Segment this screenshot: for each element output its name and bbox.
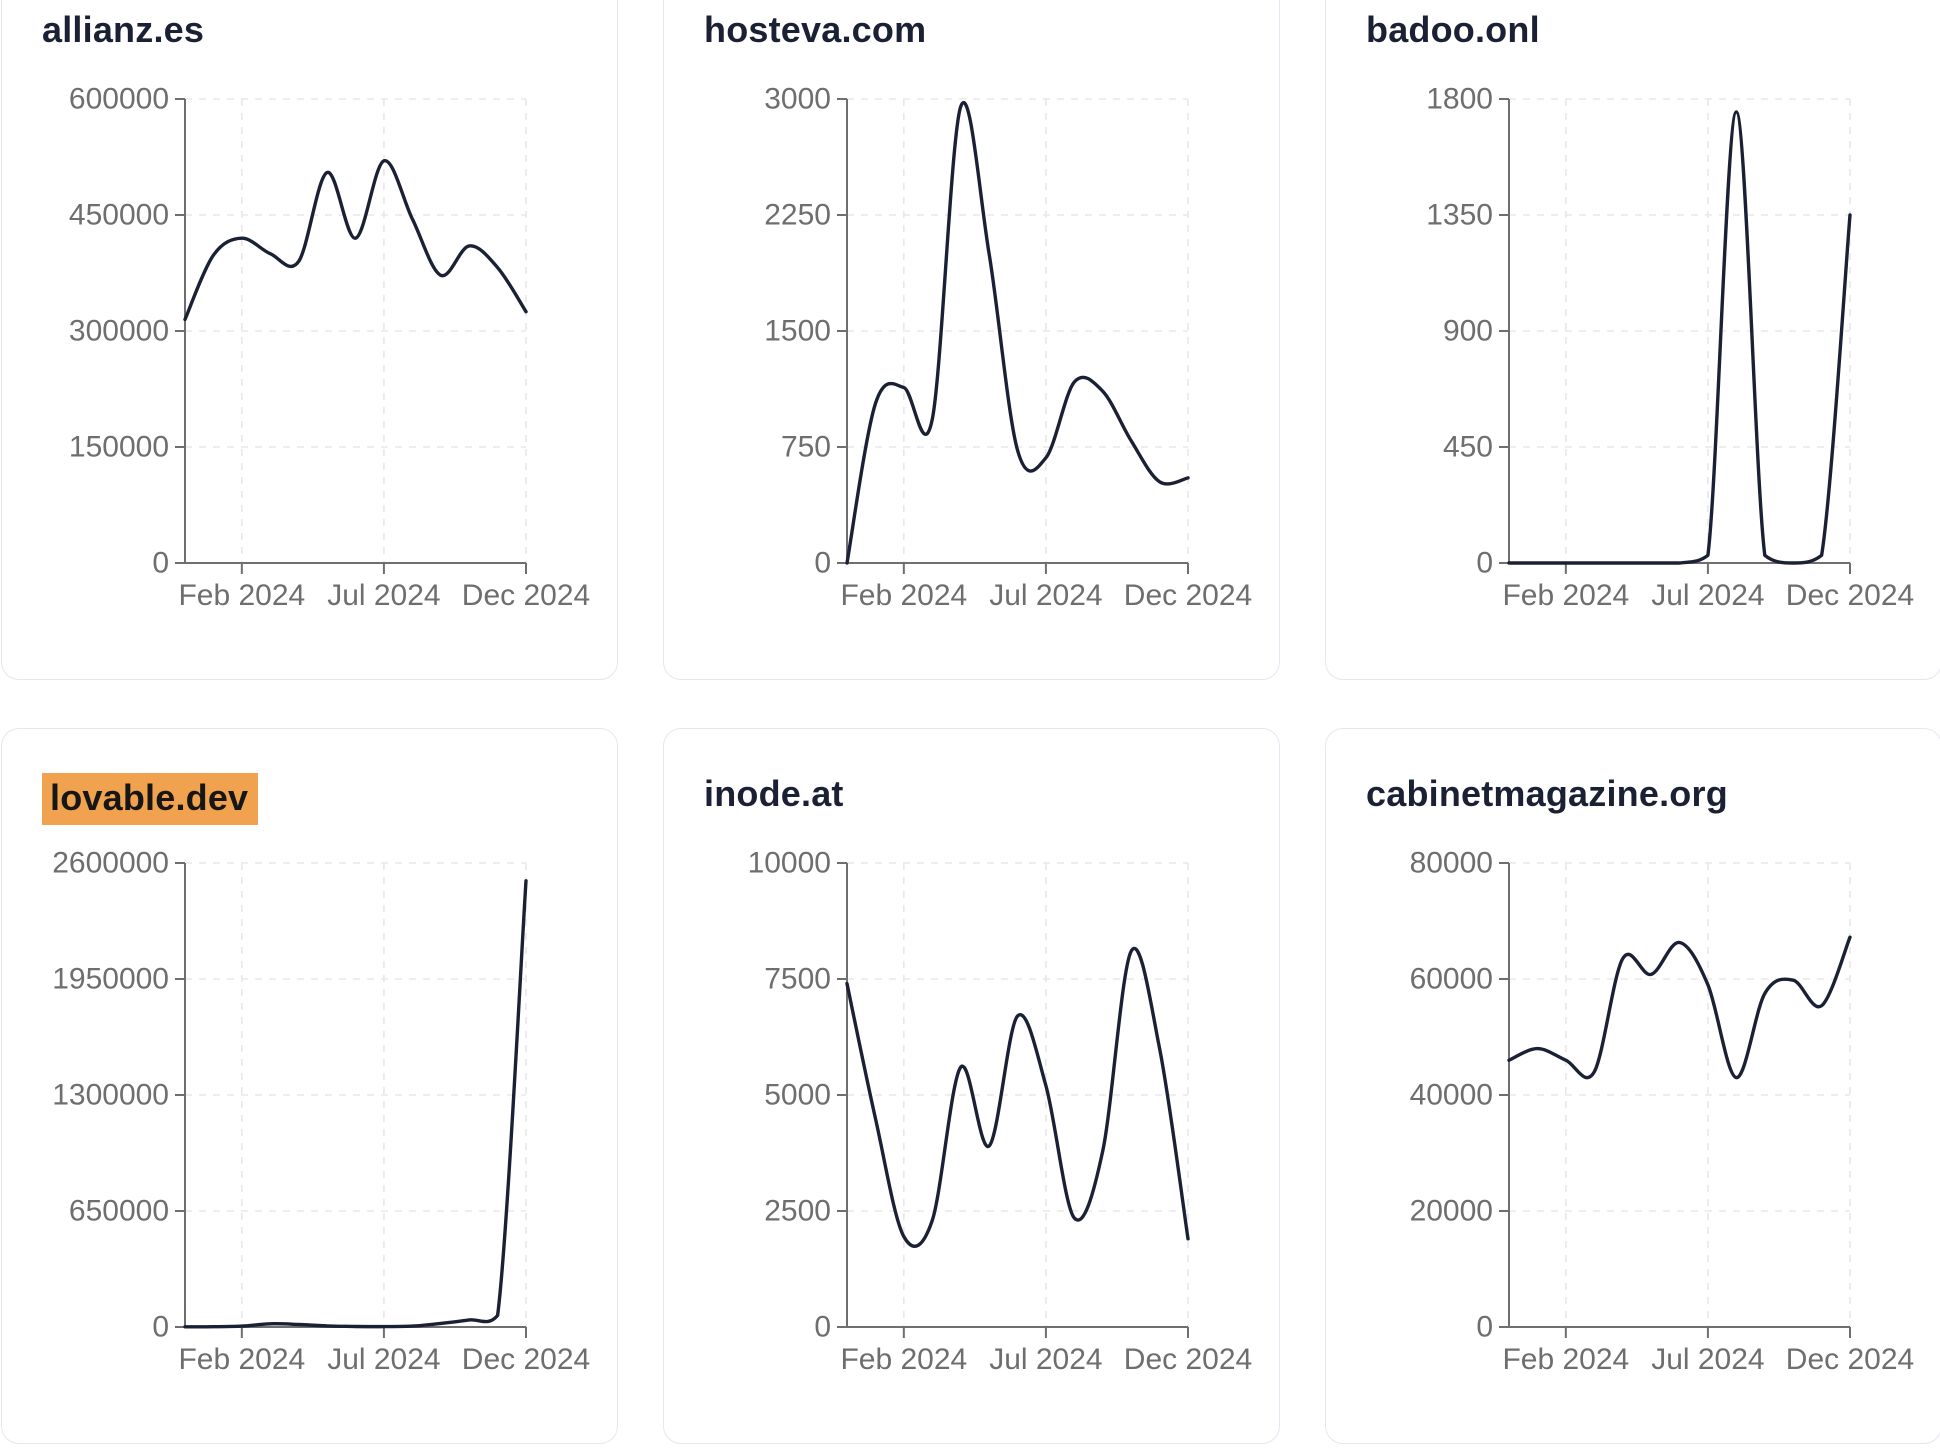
x-tick-label: Dec 2024: [1786, 1343, 1914, 1376]
y-tick-label: 150000: [69, 431, 169, 464]
y-tick-label: 20000: [1410, 1195, 1493, 1228]
data-line: [1507, 935, 1852, 1080]
line-chart: 0 450 900 1350 1800 Feb 2024 Jul 2024 Dec 2024: [1426, 83, 1914, 613]
x-tick-label: Dec 2024: [1786, 579, 1914, 612]
y-tick-label: 0: [1476, 547, 1493, 580]
y-tick-label: 1500: [764, 315, 831, 348]
line-chart: 0 150000 300000 450000 600000 Feb 2024 Jul 202…: [69, 83, 590, 613]
y-tick-label: 0: [1476, 1311, 1493, 1344]
y-tick-label: 10000: [748, 847, 831, 880]
y-tick-label: 0: [152, 1311, 169, 1344]
y-tick-label: 60000: [1410, 963, 1493, 996]
chart-title-text: hosteva.com: [704, 9, 927, 50]
y-tick-label: 1350: [1426, 199, 1493, 232]
y-tick-label: 1950000: [52, 963, 169, 996]
chart-card: badoo.onl 0 450 900 1350 1800 Feb 2024 Jul 202…: [1325, 0, 1940, 680]
y-tick-label: 0: [814, 1311, 831, 1344]
line-chart: 0 650000 1300000 1950000 2600000 Feb 2024 Jul …: [52, 847, 590, 1377]
x-tick-label: Jul 2024: [1651, 1343, 1764, 1376]
y-tick-label: 450000: [69, 199, 169, 232]
data-line: [183, 879, 528, 1329]
x-tick-label: Jul 2024: [327, 579, 440, 612]
chart-card: lovable.dev 0 650000 1300000 1950000 2600000…: [1, 728, 618, 1444]
line-chart: 0 750 1500 2250 3000 Feb 2024 Jul 2024 Dec 2024: [764, 83, 1252, 613]
y-tick-label: 300000: [69, 315, 169, 348]
x-tick-label: Jul 2024: [1651, 579, 1764, 612]
y-tick-label: 80000: [1410, 847, 1493, 880]
chart-title-text: lovable.dev: [42, 773, 259, 825]
y-tick-label: 2600000: [52, 847, 169, 880]
y-tick-label: 40000: [1410, 1079, 1493, 1112]
data-line: [1507, 110, 1852, 565]
chart-title[interactable]: cabinetmagazine.org: [1366, 773, 1728, 815]
chart-title[interactable]: inode.at: [704, 773, 844, 815]
x-tick-label: Dec 2024: [1124, 579, 1252, 612]
x-tick-label: Dec 2024: [462, 579, 590, 612]
chart-title[interactable]: badoo.onl: [1366, 9, 1540, 51]
x-tick-label: Dec 2024: [462, 1343, 590, 1376]
x-tick-label: Jul 2024: [989, 579, 1102, 612]
y-tick-label: 7500: [764, 963, 831, 996]
y-tick-label: 900: [1443, 315, 1493, 348]
x-tick-label: Dec 2024: [1124, 1343, 1252, 1376]
chart-title[interactable]: allianz.es: [42, 9, 204, 51]
x-tick-label: Feb 2024: [178, 579, 305, 612]
chart-title-text: inode.at: [704, 773, 844, 814]
y-tick-label: 2500: [764, 1195, 831, 1228]
x-tick-label: Jul 2024: [989, 1343, 1102, 1376]
chart-card: cabinetmagazine.org 0 20000 40000 60000 8000…: [1325, 728, 1940, 1444]
y-tick-label: 5000: [764, 1079, 831, 1112]
x-tick-label: Feb 2024: [840, 1343, 967, 1376]
y-tick-label: 3000: [764, 83, 831, 116]
data-line: [845, 946, 1190, 1248]
x-tick-label: Feb 2024: [1502, 1343, 1629, 1376]
chart-title-text: allianz.es: [42, 9, 205, 50]
data-line: [183, 159, 528, 322]
chart-card: allianz.es 0 150000 300000 450000 600000 Feb …: [1, 0, 618, 680]
chart-card: inode.at 0 2500 5000 7500 10000 Feb 2024 Jul 2…: [663, 728, 1280, 1444]
x-tick-label: Jul 2024: [327, 1343, 440, 1376]
y-tick-label: 2250: [764, 199, 831, 232]
y-tick-label: 450: [1443, 431, 1493, 464]
y-tick-label: 750: [781, 431, 831, 464]
line-chart: 0 2500 5000 7500 10000 Feb 2024 Jul 2024 Dec 20…: [748, 847, 1253, 1377]
x-tick-label: Feb 2024: [840, 579, 967, 612]
y-tick-label: 1800: [1426, 83, 1493, 116]
chart-title-text: badoo.onl: [1366, 9, 1540, 50]
x-tick-label: Feb 2024: [1502, 579, 1629, 612]
y-tick-label: 1300000: [52, 1079, 169, 1112]
data-line: [845, 101, 1190, 565]
y-tick-label: 0: [814, 547, 831, 580]
chart-title-text: cabinetmagazine.org: [1366, 773, 1728, 814]
y-tick-label: 0: [152, 547, 169, 580]
y-tick-label: 650000: [69, 1195, 169, 1228]
chart-title[interactable]: lovable.dev: [42, 773, 259, 825]
x-tick-label: Feb 2024: [178, 1343, 305, 1376]
y-tick-label: 600000: [69, 83, 169, 116]
chart-card: hosteva.com 0 750 1500 2250 3000 Feb 2024 Jul …: [663, 0, 1280, 680]
line-chart: 0 20000 40000 60000 80000 Feb 2024 Jul 2024 Dec…: [1410, 847, 1915, 1377]
chart-title[interactable]: hosteva.com: [704, 9, 926, 51]
